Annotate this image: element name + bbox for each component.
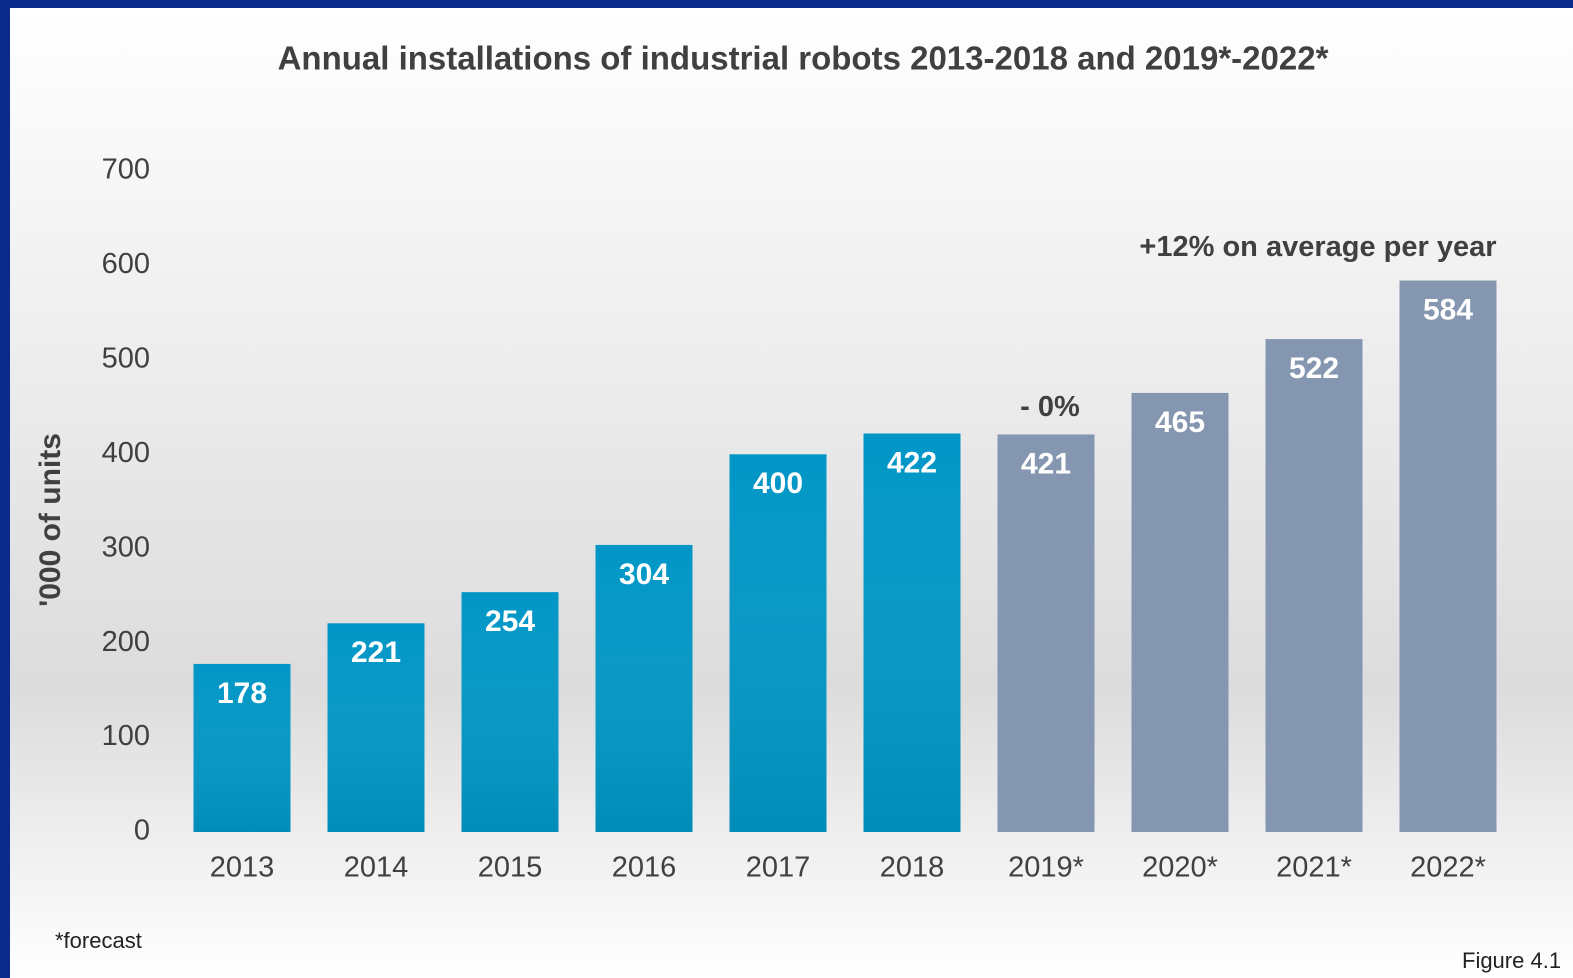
data-label: 304: [619, 558, 669, 591]
y-tick-label: 200: [102, 626, 150, 658]
data-label: 221: [351, 636, 401, 669]
y-axis-label: '000 of units: [34, 433, 67, 607]
bar-shade: [461, 592, 559, 832]
bar: [997, 434, 1095, 832]
bar: [1265, 339, 1363, 832]
x-tick-label: 2019*: [1008, 852, 1084, 884]
x-tick-label: 2015: [478, 852, 543, 884]
bar: [1399, 280, 1497, 833]
data-label: 400: [753, 467, 803, 500]
data-label: 178: [217, 677, 267, 710]
y-tick-label: 700: [102, 154, 150, 186]
x-tick-label: 2016: [612, 852, 677, 884]
y-tick-label: 400: [102, 437, 150, 469]
x-tick-label: 2020*: [1142, 852, 1218, 884]
data-label: 422: [887, 446, 937, 479]
data-label: 522: [1289, 352, 1339, 385]
y-tick-label: 300: [102, 531, 150, 563]
bar-shade: [595, 544, 693, 832]
y-tick-label: 100: [102, 720, 150, 752]
y-tick-label: 600: [102, 248, 150, 280]
x-tick-label: 2014: [344, 852, 409, 884]
y-tick-label: 500: [102, 343, 150, 375]
annotation: - 0%: [1020, 391, 1080, 423]
y-tick-label: 0: [134, 815, 150, 847]
x-tick-label: 2021*: [1276, 852, 1352, 884]
x-tick-label: 2022*: [1410, 852, 1486, 884]
x-tick-label: 2013: [210, 852, 275, 884]
bar: [1131, 392, 1229, 832]
data-label: 465: [1155, 406, 1205, 439]
footnote: *forecast: [55, 928, 142, 953]
chart-title: Annual installations of industrial robot…: [278, 40, 1329, 77]
bar-shade: [863, 433, 961, 832]
data-label: 254: [485, 605, 535, 638]
data-label: 421: [1021, 447, 1071, 480]
x-tick-label: 2017: [746, 852, 811, 884]
bar-shade: [327, 623, 425, 832]
annotation: +12% on average per year: [1139, 231, 1496, 263]
bar-shade: [729, 454, 827, 832]
data-label: 584: [1423, 293, 1473, 326]
bar-shade: [193, 663, 291, 832]
x-tick-label: 2018: [880, 852, 945, 884]
figure-label: Figure 4.1: [1462, 948, 1561, 973]
